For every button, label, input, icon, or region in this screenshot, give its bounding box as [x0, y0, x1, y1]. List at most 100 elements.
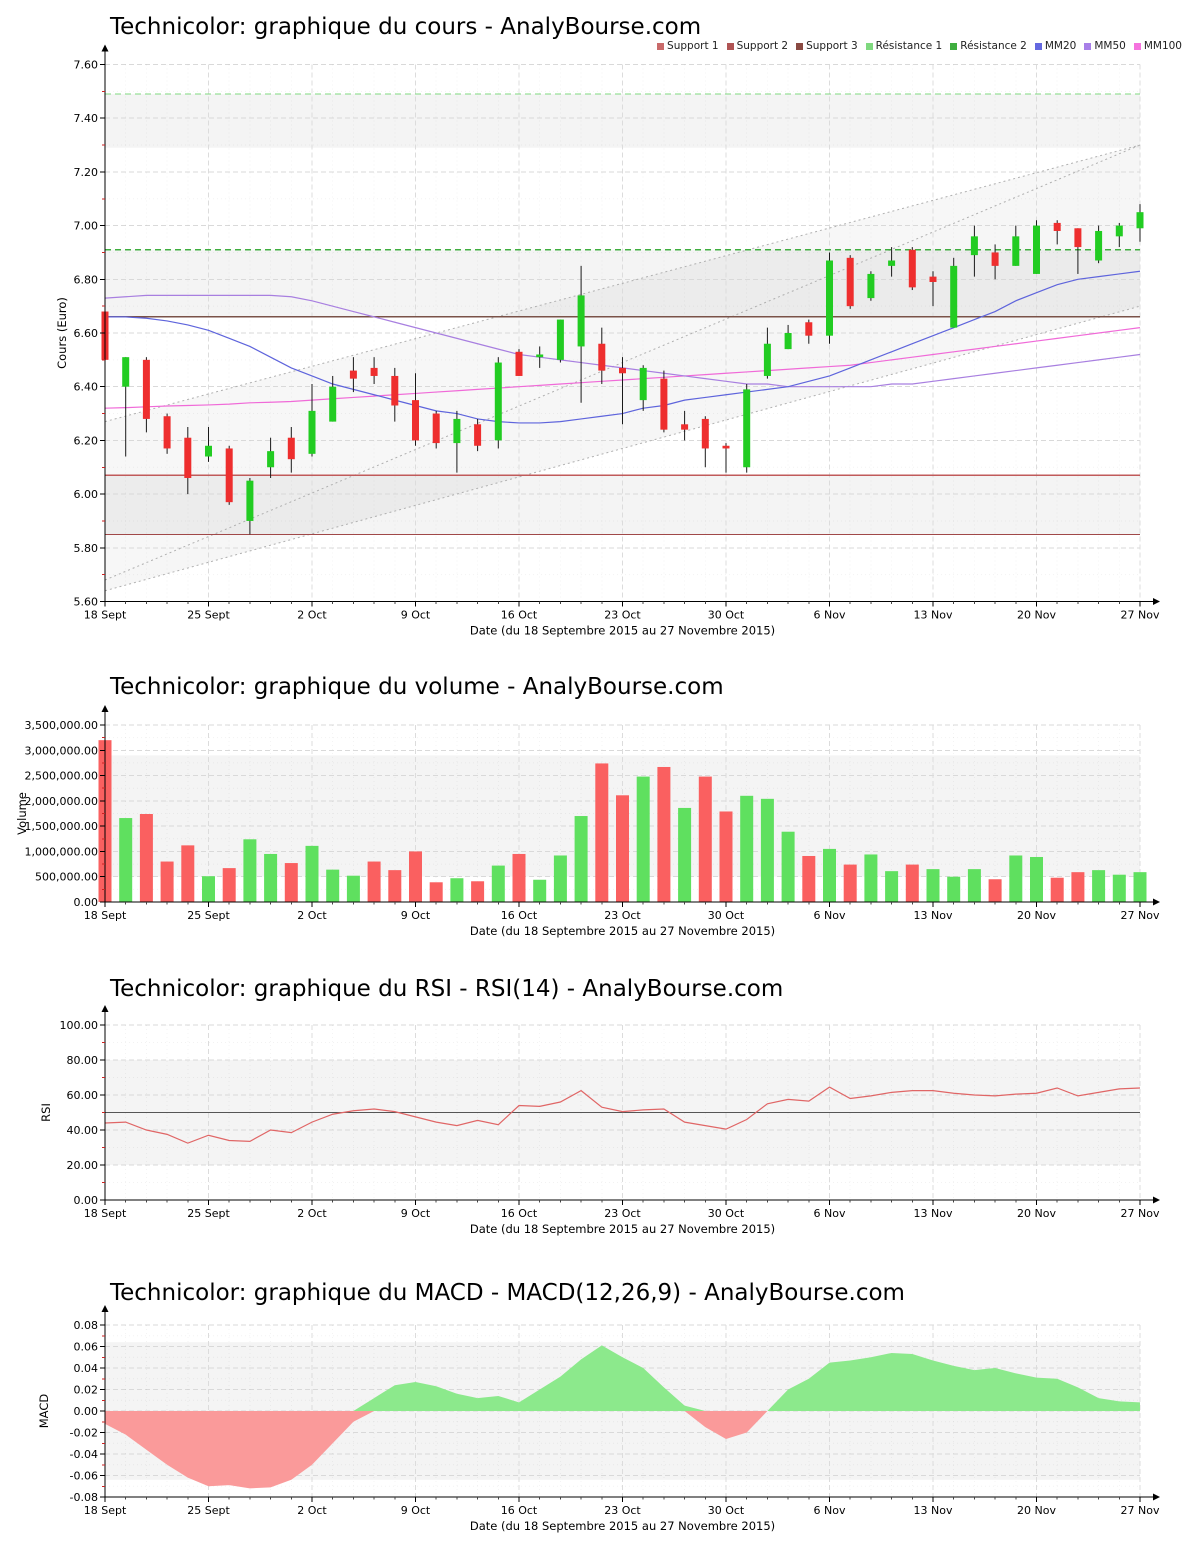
- svg-text:Cours (Euro): Cours (Euro): [55, 297, 69, 369]
- price-chart: 5.60 5.80 6.00 6.20 6.40 6.60 6.80 7.00 7.20 7.40…: [55, 44, 1160, 638]
- svg-text:6 Nov: 6 Nov: [814, 1504, 846, 1517]
- svg-text:RSI: RSI: [39, 1103, 53, 1122]
- svg-text:23 Oct: 23 Oct: [604, 609, 641, 622]
- svg-text:Date (du 18 Septembre 2015 au: Date (du 18 Septembre 2015 au 27 Novembr…: [470, 1222, 775, 1236]
- svg-text:13 Nov: 13 Nov: [914, 609, 953, 622]
- svg-text:20 Nov: 20 Nov: [1017, 1504, 1056, 1517]
- svg-text:13 Nov: 13 Nov: [914, 1207, 953, 1220]
- svg-text:30 Oct: 30 Oct: [708, 909, 745, 922]
- svg-text:18 Sept: 18 Sept: [84, 1207, 127, 1220]
- legend-swatch-icon: [657, 42, 665, 50]
- svg-text:7.60: 7.60: [74, 59, 99, 72]
- svg-text:18 Sept: 18 Sept: [84, 909, 127, 922]
- svg-text:0.04: 0.04: [74, 1362, 99, 1375]
- svg-text:16 Oct: 16 Oct: [501, 1504, 538, 1517]
- legend-swatch-icon: [726, 42, 734, 50]
- svg-text:7.40: 7.40: [74, 112, 99, 125]
- macd-chart: -0.08 -0.06 -0.04 -0.02 0.00 0.02 0.04 0.06 0.08…: [37, 1305, 1160, 1533]
- svg-text:0.00: 0.00: [74, 896, 99, 909]
- svg-text:0.00: 0.00: [74, 1194, 99, 1207]
- legend-swatch-icon: [796, 42, 804, 50]
- svg-text:Date (du 18 Septembre 2015 au: Date (du 18 Septembre 2015 au 27 Novembr…: [470, 924, 775, 938]
- price-chart-legend: Support 1 Support 2 Support 3 Résistance 1 R…: [649, 40, 1182, 52]
- svg-text:25 Sept: 25 Sept: [187, 1504, 230, 1517]
- legend-item-label: MM50: [1094, 40, 1126, 52]
- legend-item: Support 1: [657, 40, 719, 52]
- svg-text:27 Nov: 27 Nov: [1121, 909, 1160, 922]
- svg-text:3,500,000.00: 3,500,000.00: [25, 719, 98, 732]
- svg-text:2,500,000.00: 2,500,000.00: [25, 770, 98, 783]
- legend-item-label: Support 2: [736, 40, 789, 52]
- svg-text:25 Sept: 25 Sept: [187, 609, 230, 622]
- svg-text:6.80: 6.80: [74, 273, 99, 286]
- svg-text:6.20: 6.20: [74, 434, 99, 447]
- svg-text:2,000,000.00: 2,000,000.00: [25, 795, 98, 808]
- svg-text:Date (du 18 Septembre 2015 au: Date (du 18 Septembre 2015 au 27 Novembr…: [470, 1519, 775, 1533]
- svg-text:20.00: 20.00: [67, 1159, 99, 1172]
- svg-text:6 Nov: 6 Nov: [814, 1207, 846, 1220]
- svg-text:500,000.00: 500,000.00: [35, 871, 98, 884]
- svg-text:6 Nov: 6 Nov: [814, 609, 846, 622]
- svg-text:2 Oct: 2 Oct: [297, 909, 327, 922]
- svg-text:30 Oct: 30 Oct: [708, 1504, 745, 1517]
- svg-text:60.00: 60.00: [67, 1089, 99, 1102]
- svg-text:9 Oct: 9 Oct: [401, 609, 431, 622]
- svg-text:0.02: 0.02: [74, 1384, 99, 1397]
- legend-item-label: Résistance 1: [875, 40, 943, 52]
- legend-swatch-icon: [865, 42, 873, 50]
- svg-text:5.80: 5.80: [74, 542, 99, 555]
- svg-text:6.00: 6.00: [74, 488, 99, 501]
- svg-text:9 Oct: 9 Oct: [401, 1504, 431, 1517]
- legend-item-label: MM20: [1044, 40, 1077, 52]
- legend-swatch-icon: [1084, 42, 1092, 50]
- svg-text:18 Sept: 18 Sept: [84, 1504, 127, 1517]
- svg-text:100.00: 100.00: [60, 1019, 99, 1032]
- legend-item-label: Support 3: [806, 40, 858, 52]
- svg-text:23 Oct: 23 Oct: [604, 1207, 641, 1220]
- svg-text:20 Nov: 20 Nov: [1017, 609, 1056, 622]
- svg-text:80.00: 80.00: [67, 1054, 99, 1067]
- svg-text:2 Oct: 2 Oct: [297, 1207, 327, 1220]
- legend-swatch-icon: [1034, 42, 1042, 50]
- price-chart-title: Technicolor: graphique du cours - AnalyB…: [110, 14, 702, 40]
- svg-text:0.08: 0.08: [74, 1319, 99, 1332]
- svg-text:27 Nov: 27 Nov: [1121, 1207, 1160, 1220]
- svg-text:27 Nov: 27 Nov: [1121, 1504, 1160, 1517]
- svg-text:7.20: 7.20: [74, 166, 99, 179]
- legend-swatch-icon: [1133, 42, 1141, 50]
- svg-text:Volume: Volume: [15, 792, 29, 835]
- svg-text:27 Nov: 27 Nov: [1121, 609, 1160, 622]
- svg-text:20 Nov: 20 Nov: [1017, 909, 1056, 922]
- legend-item: MM20: [1034, 40, 1077, 52]
- svg-text:30 Oct: 30 Oct: [708, 609, 745, 622]
- svg-text:23 Oct: 23 Oct: [604, 909, 641, 922]
- svg-text:MACD: MACD: [37, 1394, 51, 1429]
- svg-text:-0.08: -0.08: [70, 1491, 98, 1504]
- legend-item-label: MM100: [1143, 40, 1182, 52]
- svg-text:6 Nov: 6 Nov: [814, 909, 846, 922]
- svg-text:20 Nov: 20 Nov: [1017, 1207, 1056, 1220]
- svg-text:16 Oct: 16 Oct: [501, 1207, 538, 1220]
- volume-chart-title: Technicolor: graphique du volume - Analy…: [110, 674, 724, 700]
- svg-text:25 Sept: 25 Sept: [187, 1207, 230, 1220]
- legend-swatch-icon: [950, 42, 958, 50]
- legend-item: Support 3: [796, 40, 858, 52]
- svg-text:9 Oct: 9 Oct: [401, 909, 431, 922]
- svg-text:-0.04: -0.04: [70, 1448, 98, 1461]
- svg-text:16 Oct: 16 Oct: [501, 909, 538, 922]
- svg-text:30 Oct: 30 Oct: [708, 1207, 745, 1220]
- macd-chart-title: Technicolor: graphique du MACD - MACD(12…: [110, 1280, 905, 1306]
- svg-text:1,500,000.00: 1,500,000.00: [25, 820, 98, 833]
- svg-text:-0.06: -0.06: [70, 1470, 98, 1483]
- legend-item: Résistance 1: [865, 40, 943, 52]
- svg-text:25 Sept: 25 Sept: [187, 909, 230, 922]
- svg-text:13 Nov: 13 Nov: [914, 1504, 953, 1517]
- svg-text:18 Sept: 18 Sept: [84, 609, 127, 622]
- svg-text:16 Oct: 16 Oct: [501, 609, 538, 622]
- svg-text:40.00: 40.00: [67, 1124, 99, 1137]
- legend-item: Résistance 2: [950, 40, 1027, 52]
- legend-item-label: Support 1: [667, 40, 719, 52]
- svg-text:7.00: 7.00: [74, 220, 99, 233]
- svg-text:-0.02: -0.02: [70, 1427, 98, 1440]
